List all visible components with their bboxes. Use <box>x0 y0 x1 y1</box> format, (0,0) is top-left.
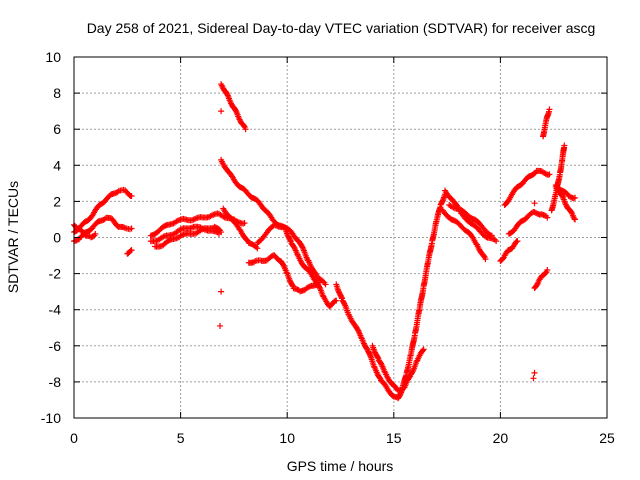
data-point-outliers <box>531 369 538 376</box>
data-point-mid-a <box>241 220 248 227</box>
data-point-steep-top <box>224 91 231 98</box>
y-tick-label: -4 <box>49 302 62 318</box>
data-point-trough-left <box>340 299 347 306</box>
data-point-late-d <box>534 281 541 288</box>
data-point-mid-f <box>312 270 319 277</box>
x-tick-label: 20 <box>493 430 509 446</box>
x-axis-label: GPS time / hours <box>287 458 394 474</box>
data-point-mid-f <box>298 243 305 250</box>
data-point-recovery-b <box>480 253 487 260</box>
data-point-mid-f <box>322 281 329 288</box>
y-tick-label: 8 <box>53 85 61 101</box>
data-point-late-f <box>559 193 566 200</box>
ticks-layer: 0 5 10 15 20 25 -10 -8 -6 -4 -2 0 2 4 6 8 10 <box>41 49 615 446</box>
data-point-early-mid <box>92 230 99 237</box>
chart-title: Day 258 of 2021, Sidereal Day-to-day VTE… <box>87 20 596 36</box>
data-point-steep-top <box>242 126 249 133</box>
data-point-trough-inner <box>374 354 381 361</box>
y-axis-label: SDTVAR / TECUs <box>5 181 21 293</box>
data-point-steep-main <box>333 297 340 304</box>
x-tick-label: 25 <box>599 430 615 446</box>
x-tick-label: 5 <box>177 430 185 446</box>
data-point-recovery-b <box>482 256 489 263</box>
data-point-steep-main <box>287 237 294 244</box>
y-tick-label: 10 <box>45 49 61 65</box>
y-tick-label: -2 <box>49 266 62 282</box>
data-point-late-c <box>544 214 551 221</box>
data-point-late-b <box>546 171 553 178</box>
data-point-mid-d <box>254 245 261 252</box>
y-tick-label: 2 <box>53 193 61 209</box>
data-point-outliers <box>217 322 224 329</box>
data-point-steep-top <box>233 108 240 115</box>
data-points-layer <box>71 81 579 402</box>
grid-layer <box>74 57 607 418</box>
x-tick-label: 10 <box>279 430 295 446</box>
data-point-mid-c <box>218 229 225 236</box>
data-point-trough-left <box>341 301 348 308</box>
data-point-late-e <box>561 142 568 149</box>
data-point-late-f <box>571 215 578 222</box>
data-point-mid-b <box>188 224 195 231</box>
data-point-early-upper <box>128 192 135 199</box>
data-point-recovery-c <box>488 232 495 239</box>
data-point-early-lower <box>128 225 135 232</box>
data-point-mid-e <box>289 282 296 289</box>
data-point-late-d <box>544 266 551 273</box>
data-point-early-lower <box>120 224 127 231</box>
data-point-early-dip <box>128 247 135 254</box>
x-tick-label: 15 <box>386 430 402 446</box>
y-tick-label: -6 <box>49 338 62 354</box>
y-tick-label: -8 <box>49 374 62 390</box>
data-point-mid-d <box>253 243 260 250</box>
y-tick-label: 4 <box>53 157 61 173</box>
data-point-late-g <box>572 194 579 201</box>
data-point-late-a <box>514 238 521 245</box>
data-point-outliers <box>531 200 538 207</box>
data-point-steep-top <box>241 122 248 129</box>
y-tick-label: -10 <box>41 410 61 426</box>
data-point-late-spike <box>546 106 553 113</box>
data-point-trough-inner <box>420 346 427 353</box>
data-point-late-f <box>572 216 579 223</box>
y-tick-label: 0 <box>53 230 61 246</box>
data-point-trough-inner <box>419 347 426 354</box>
data-point-recovery-a <box>493 238 500 245</box>
x-tick-label: 0 <box>70 430 78 446</box>
data-point-recovery-a <box>491 236 498 243</box>
data-point-late-f <box>568 209 575 216</box>
data-point-late-d <box>542 269 549 276</box>
y-tick-label: 6 <box>53 121 61 137</box>
data-point-trough-inner <box>409 368 416 375</box>
data-point-outliers <box>218 108 225 115</box>
data-point-mid-e <box>283 269 290 276</box>
data-point-steep-top <box>224 92 231 99</box>
data-point-outliers <box>530 375 537 382</box>
data-point-outliers <box>218 288 225 295</box>
